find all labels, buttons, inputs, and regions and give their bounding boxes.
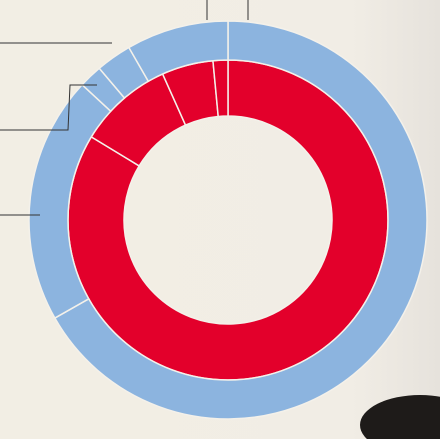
page: (() => { const data = JSON.parse(documen… [0, 0, 440, 439]
chart [0, 0, 440, 439]
